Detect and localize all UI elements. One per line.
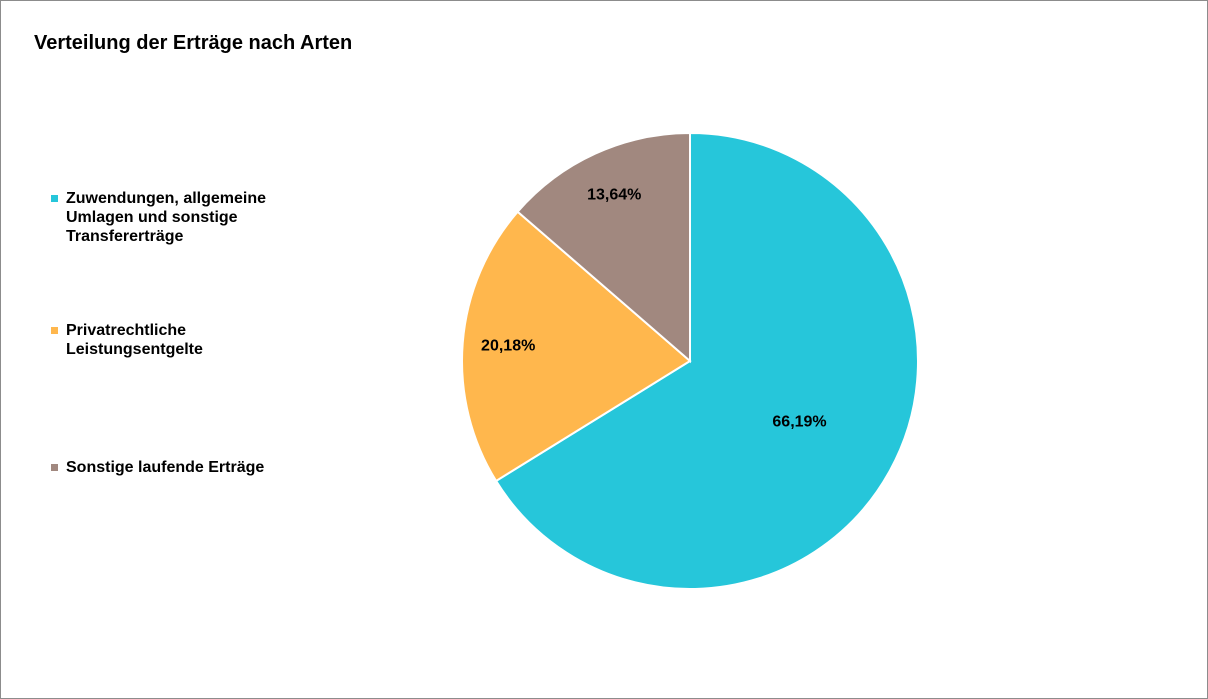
legend-label: Sonstige laufende Erträge — [66, 459, 265, 476]
pie-slice — [494, 131, 919, 590]
legend-swatch — [51, 464, 58, 471]
legend-label: Privatrechtliche Leistungsentgelte — [66, 322, 203, 358]
legend-swatch — [51, 327, 58, 334]
pie-slice — [516, 131, 691, 364]
pie-slice — [461, 210, 692, 483]
data-label: 66,19% — [772, 413, 826, 430]
data-label: 20,18% — [481, 338, 535, 355]
legend-swatch — [51, 195, 58, 202]
data-label: 13,64% — [587, 186, 641, 203]
legend-label: Zuwendungen, allgemeine Umlagen und sons… — [66, 190, 267, 245]
chart-title: Verteilung der Erträge nach Arten — [34, 32, 353, 54]
